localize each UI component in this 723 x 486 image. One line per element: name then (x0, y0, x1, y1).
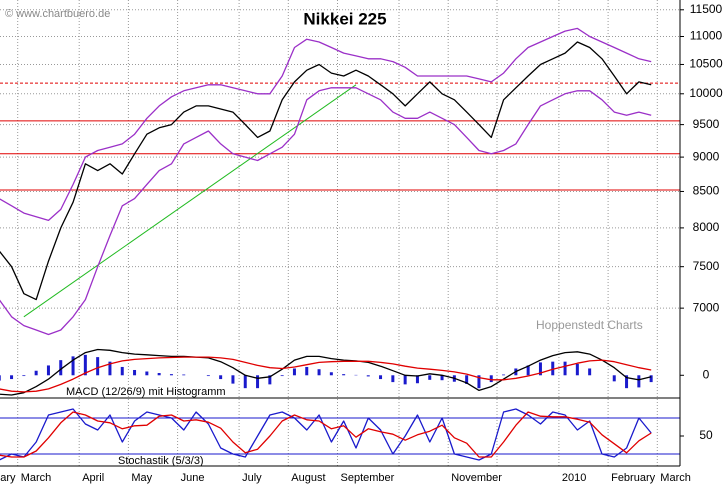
stochastic-title: Stochastik (5/3/3) (118, 455, 204, 467)
histogram-bar (243, 375, 247, 389)
histogram-bar (169, 374, 173, 376)
series-line (0, 41, 652, 301)
y-tick-label: 0 (703, 367, 710, 381)
x-tick-label: November (451, 472, 502, 484)
histogram-bar (526, 365, 530, 376)
x-tick-label: April (82, 472, 104, 484)
x-tick-label: May (131, 472, 152, 484)
x-tick-label: March (660, 472, 691, 484)
histogram-bar (477, 375, 481, 389)
y-tick-label: 10500 (689, 57, 723, 71)
histogram-bar (157, 373, 161, 376)
histogram-bar (538, 362, 542, 376)
y-tick-label: 10000 (689, 86, 723, 100)
histogram-bar (637, 375, 641, 388)
histogram-bar (59, 360, 63, 376)
y-tick-label: 7500 (693, 259, 720, 273)
histogram-bar (120, 366, 124, 376)
x-tick-label: July (242, 472, 262, 484)
histogram-bar (342, 374, 346, 376)
histogram-bar (563, 361, 567, 376)
histogram-bar (0, 375, 1, 381)
histogram-bar (366, 375, 370, 377)
histogram-bar (379, 375, 383, 380)
trend-line (23, 84, 357, 318)
watermark: Hoppenstedt Charts (536, 318, 643, 332)
histogram-bar (489, 375, 493, 383)
histogram-bar (612, 375, 616, 382)
chart-title: Nikkei 225 (303, 9, 386, 28)
series-line (0, 348, 652, 396)
histogram-bar (588, 368, 592, 376)
macd-title: MACD (12/26/9) mit Histogramm (66, 386, 226, 398)
y-tick-label: 7000 (693, 300, 720, 314)
series-line (0, 87, 652, 336)
histogram-bar (403, 375, 407, 385)
histogram-bar (46, 365, 50, 376)
y-tick-label: 11500 (690, 2, 723, 16)
y-tick-label: 8000 (693, 220, 720, 234)
histogram-bar (34, 370, 38, 376)
series-line (0, 408, 652, 461)
histogram-bar (625, 375, 629, 389)
histogram-bar (256, 375, 260, 389)
histogram-bar (317, 369, 321, 376)
histogram-bar (231, 375, 235, 384)
histogram-bar (145, 371, 149, 376)
series-line (0, 27, 652, 222)
histogram-bar (133, 369, 137, 376)
y-tick-label: 50 (699, 428, 713, 442)
histogram-bar (649, 375, 653, 383)
histogram-bar (415, 375, 419, 384)
histogram-bar (206, 375, 210, 377)
y-tick-label: 8500 (693, 184, 720, 198)
plot-area (0, 0, 684, 466)
histogram-bar (268, 375, 272, 385)
histogram-bar (71, 356, 75, 376)
x-tick-label: March (21, 472, 52, 484)
histogram-bar (83, 354, 87, 376)
histogram-bar (108, 361, 112, 376)
x-tick-label: August (291, 472, 325, 484)
y-tick-label: 9000 (693, 149, 720, 163)
histogram-bar (502, 374, 506, 376)
series-line (0, 411, 652, 458)
source-credit: © www.chartbuero.de (5, 8, 110, 20)
histogram-bar (219, 375, 223, 380)
histogram-bar (182, 374, 186, 376)
histogram-bar (96, 357, 100, 376)
x-tick-label: September (341, 472, 395, 484)
x-tick-label: February (611, 472, 656, 484)
x-tick-label: February (0, 472, 16, 484)
histogram-bar (305, 366, 309, 376)
x-tick-label: June (181, 472, 205, 484)
histogram-bar (440, 375, 444, 381)
histogram-bar (329, 372, 333, 376)
histogram-bar (10, 375, 14, 380)
histogram-bar (391, 375, 395, 383)
histogram-bar (280, 375, 284, 377)
y-tick-label: 9500 (693, 117, 720, 131)
series-line (0, 356, 652, 393)
histogram-bar (22, 375, 26, 377)
histogram-bar (551, 361, 555, 376)
x-tick-label: 2010 (562, 472, 586, 484)
histogram-bar (465, 375, 469, 384)
histogram-bar (575, 363, 579, 376)
histogram-bar (428, 375, 432, 380)
histogram-bar (292, 368, 296, 376)
y-tick-label: 11000 (690, 29, 723, 43)
